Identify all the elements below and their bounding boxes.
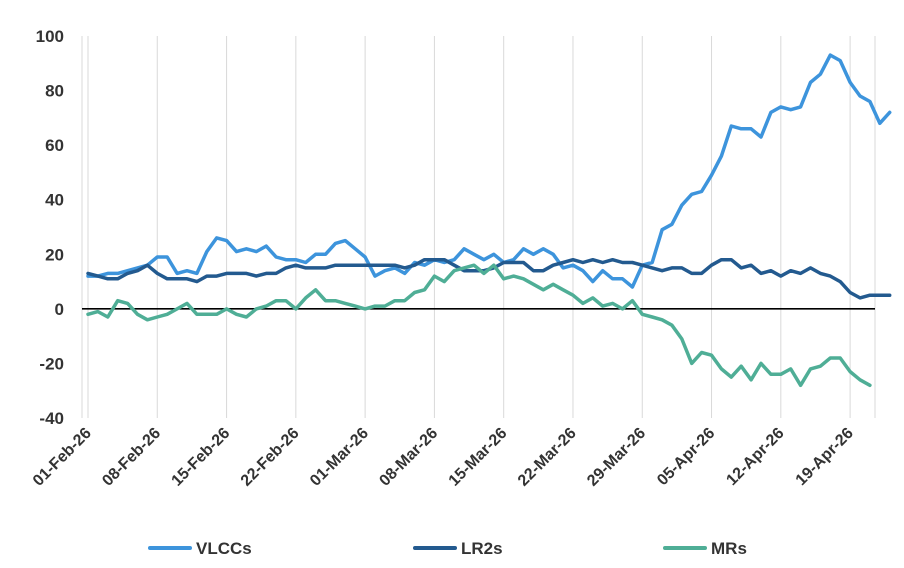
legend-item-lr2s: LR2s [413,539,503,558]
y-tick-label: 60 [45,136,64,155]
x-tick-label: 05-Apr-26 [654,425,718,489]
y-tick-label: -40 [39,409,64,428]
series-lines [86,53,892,388]
series-line-lr2s [86,257,892,300]
legend-item-mrs: MRs [663,539,747,558]
y-tick-label: 100 [36,27,64,46]
legend-label: LR2s [461,539,503,558]
x-tick-label: 15-Feb-26 [169,425,234,490]
x-tick-label: 19-Apr-26 [793,425,857,489]
x-tick-label: 29-Mar-26 [584,425,649,490]
y-axis: 100 80 60 40 20 0 -20 -40 [36,27,875,428]
x-tick-label: 08-Mar-26 [376,425,441,490]
x-tick-label: 08-Feb-26 [99,425,164,490]
series-line-vlccs [86,53,892,289]
legend-item-vlccs: VLCCs [148,539,252,558]
y-tick-label: 20 [45,245,64,264]
x-tick-label: 01-Mar-26 [307,425,372,490]
x-tick-label: 15-Mar-26 [446,425,511,490]
y-tick-label: 40 [45,191,64,210]
x-tick-label: 22-Mar-26 [515,425,580,490]
x-axis: 01-Feb-26 08-Feb-26 15-Feb-26 22-Feb-26 01-M… [30,425,857,490]
legend: VLCCs LR2s MRs [148,539,747,558]
y-tick-label: -20 [39,354,64,373]
y-tick-label: 80 [45,82,64,101]
x-tick-label: 22-Feb-26 [238,425,303,490]
y-tick-label: 0 [55,300,64,319]
legend-label: VLCCs [196,539,252,558]
legend-label: MRs [711,539,747,558]
x-tick-label: 12-Apr-26 [723,425,787,489]
x-tick-label: 01-Feb-26 [30,425,95,490]
grid-lines [81,36,876,418]
series-line-mrs [86,263,872,388]
